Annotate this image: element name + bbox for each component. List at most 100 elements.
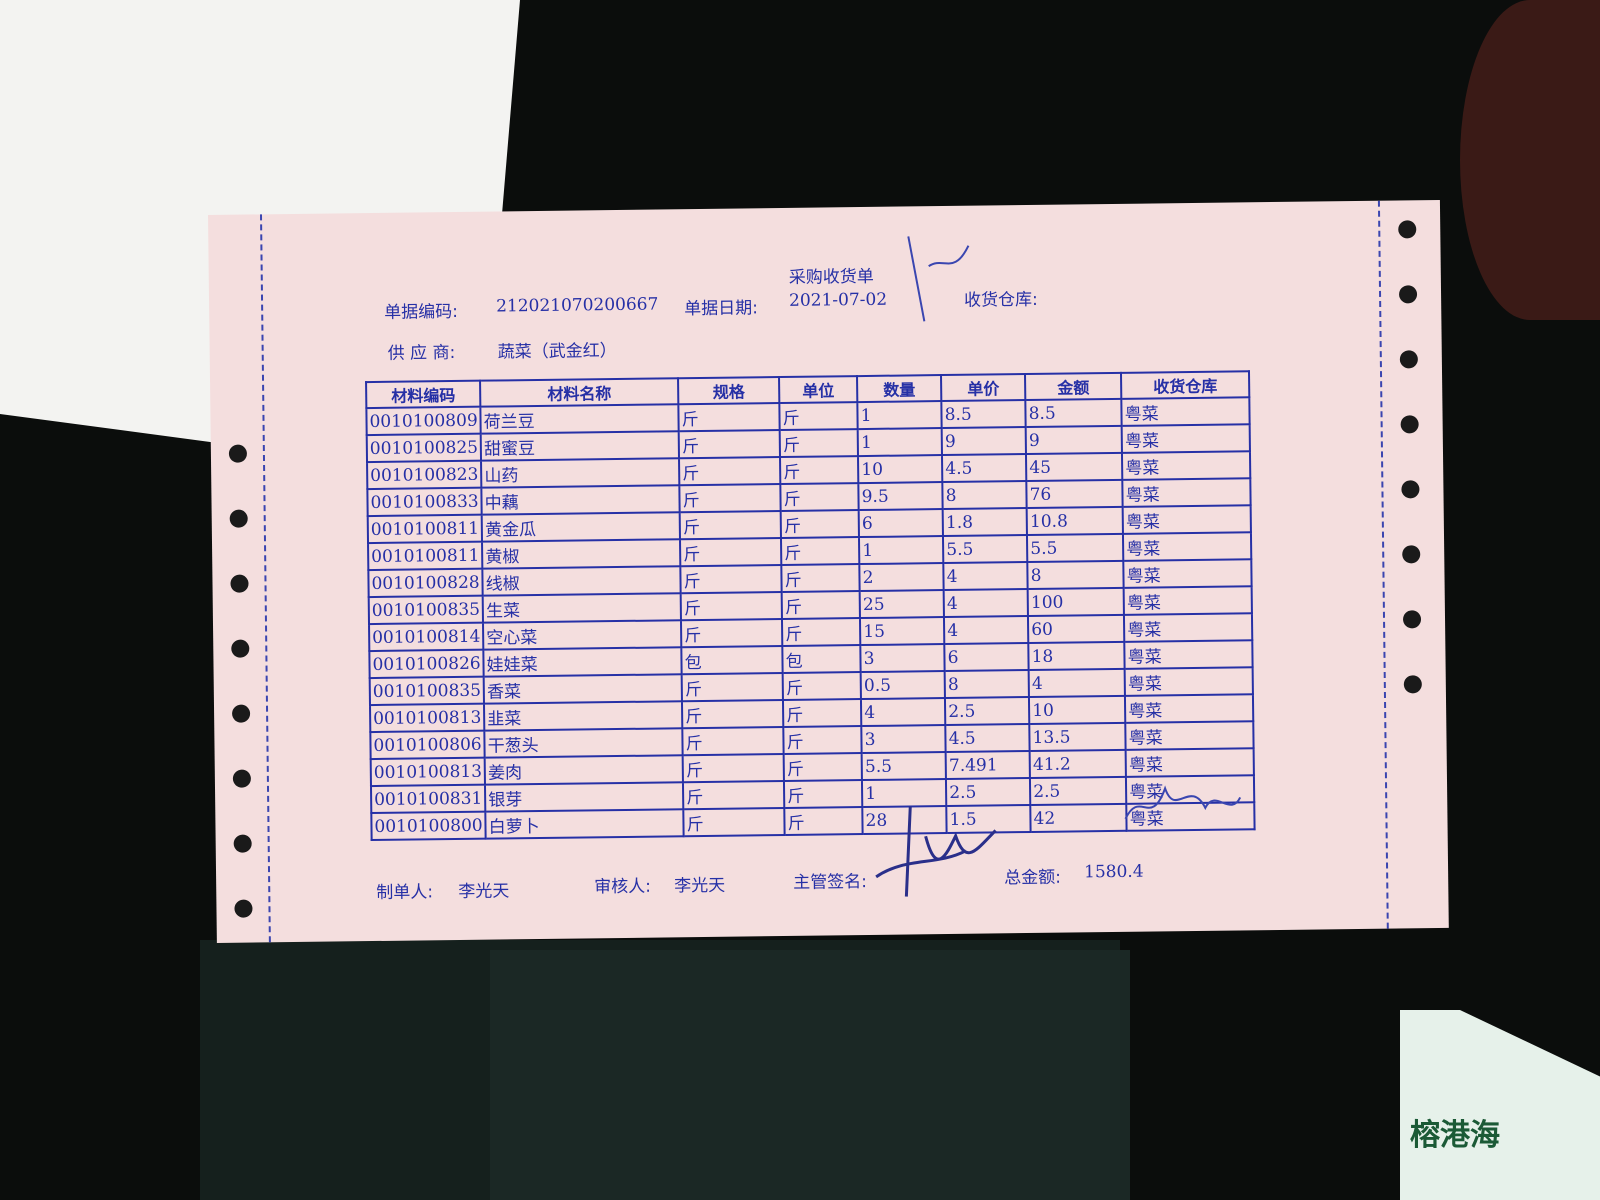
table-cell: 0010100809 xyxy=(366,406,481,436)
column-header: 单位 xyxy=(779,376,858,404)
table-cell: 斤 xyxy=(679,484,781,513)
table-cell: 斤 xyxy=(682,754,785,783)
manager-signature xyxy=(875,806,997,897)
table-cell: 香菜 xyxy=(483,674,683,704)
table-cell: 斤 xyxy=(683,781,785,810)
table-cell: 粤菜 xyxy=(1124,613,1253,642)
table-cell: 斤 xyxy=(678,430,781,459)
table-cell: 粤菜 xyxy=(1122,505,1252,534)
table-cell: 10 xyxy=(1029,695,1126,725)
table-cell: 7.491 xyxy=(945,751,1031,780)
manager-label: 主管签名: xyxy=(793,872,868,893)
table-cell: 2.5 xyxy=(1030,776,1127,805)
table-cell: 粤菜 xyxy=(1121,424,1251,453)
table-cell: 0010100811 xyxy=(368,541,483,571)
table-cell: 斤 xyxy=(781,564,860,593)
table-cell: 包 xyxy=(681,646,783,675)
maker: 李光天 xyxy=(458,881,510,902)
table-cell: 6 xyxy=(858,509,944,538)
table-cell: 斤 xyxy=(782,672,862,701)
table-cell: 8.5 xyxy=(941,400,1026,429)
table-cell: 山药 xyxy=(481,458,680,488)
table-cell: 1 xyxy=(857,428,943,457)
sprocket-hole xyxy=(232,769,251,788)
table-cell: 4 xyxy=(861,698,946,727)
table-cell: 粤菜 xyxy=(1121,397,1250,426)
table-cell: 18 xyxy=(1028,641,1125,671)
table-cell: 线椒 xyxy=(482,566,681,596)
sprocket-hole xyxy=(231,639,250,658)
table-cell: 斤 xyxy=(679,511,782,540)
table-cell: 斤 xyxy=(784,780,863,809)
reviewer-label: 审核人: xyxy=(594,876,652,898)
table-cell: 粤菜 xyxy=(1123,559,1252,588)
table-cell: 0010100806 xyxy=(370,730,485,760)
table-cell: 8 xyxy=(942,481,1027,510)
table-cell: 76 xyxy=(1026,479,1123,509)
table-cell: 0010100831 xyxy=(370,784,486,814)
table-cell: 45 xyxy=(1026,452,1123,482)
table-cell: 斤 xyxy=(680,592,783,621)
maker-label: 制单人: xyxy=(376,882,434,903)
table-cell: 10.8 xyxy=(1026,506,1124,536)
sprocket-hole xyxy=(1402,610,1422,629)
reviewer: 李光天 xyxy=(674,875,726,897)
table-cell: 5.5 xyxy=(943,535,1028,564)
table-cell: 2.5 xyxy=(945,697,1030,726)
table-cell: 25 xyxy=(859,590,945,619)
table-cell: 黄椒 xyxy=(482,539,681,569)
table-cell: 姜肉 xyxy=(484,755,684,785)
table-cell: 9 xyxy=(1025,425,1123,455)
table-cell: 4 xyxy=(943,562,1028,591)
sprocket-hole xyxy=(1403,675,1422,694)
table-cell: 粤菜 xyxy=(1124,640,1253,669)
table-cell: 斤 xyxy=(680,565,782,594)
table-cell: 4.5 xyxy=(945,724,1030,753)
table-cell: 1.8 xyxy=(942,508,1028,537)
table-cell: 粤菜 xyxy=(1125,721,1254,750)
table-cell: 1 xyxy=(859,536,944,565)
doc-no: 212021070200667 xyxy=(496,294,659,317)
table-cell: 粤菜 xyxy=(1125,694,1254,723)
doc-no-label: 单据编码: xyxy=(384,301,459,323)
table-cell: 韭菜 xyxy=(484,701,683,731)
table-cell: 3 xyxy=(861,725,946,754)
table-cell: 斤 xyxy=(780,456,859,485)
table-cell: 0010100826 xyxy=(369,649,484,679)
table-cell: 斤 xyxy=(780,510,860,539)
table-cell: 斤 xyxy=(682,700,784,729)
handwritten-signature-right xyxy=(1124,785,1242,820)
sprocket-hole xyxy=(1401,480,1420,499)
table-cell: 斤 xyxy=(781,591,861,620)
perforation-left xyxy=(259,214,271,943)
table-cell: 白萝卜 xyxy=(485,809,684,839)
handwritten-mark-top xyxy=(907,236,970,322)
supplier-label: 供 应 商: xyxy=(387,342,456,364)
column-header: 收货仓库 xyxy=(1121,371,1250,399)
table-cell: 斤 xyxy=(680,538,782,567)
sprocket-hole xyxy=(1398,220,1417,239)
table-cell: 斤 xyxy=(783,726,862,755)
table-cell: 粤菜 xyxy=(1122,451,1251,480)
table-cell: 斤 xyxy=(780,483,859,512)
column-header: 金额 xyxy=(1025,372,1122,401)
table-cell: 荷兰豆 xyxy=(480,404,679,434)
flyer xyxy=(1400,1010,1600,1200)
table-cell: 0010100833 xyxy=(367,487,482,517)
table-cell: 斤 xyxy=(779,429,859,458)
receipt-paper: 采购收货单 单据编码: 212021070200667 单据日期: 2021-0… xyxy=(208,199,1449,943)
column-header: 材料编码 xyxy=(366,380,481,409)
table-cell: 0010100813 xyxy=(370,757,486,787)
table-cell: 斤 xyxy=(679,457,781,486)
table-cell: 0010100814 xyxy=(369,622,484,652)
table-cell: 8.5 xyxy=(1025,398,1122,428)
table-cell: 斤 xyxy=(779,402,858,431)
table-cell: 0010100835 xyxy=(368,595,484,625)
table-cell: 8 xyxy=(1027,560,1124,590)
table-cell: 0010100813 xyxy=(369,703,485,733)
table-cell: 5.5 xyxy=(1027,533,1124,563)
table-cell: 粤菜 xyxy=(1123,586,1253,615)
column-header: 规格 xyxy=(678,377,780,405)
sprocket-hole xyxy=(230,574,249,593)
sprocket-hole xyxy=(229,509,248,528)
